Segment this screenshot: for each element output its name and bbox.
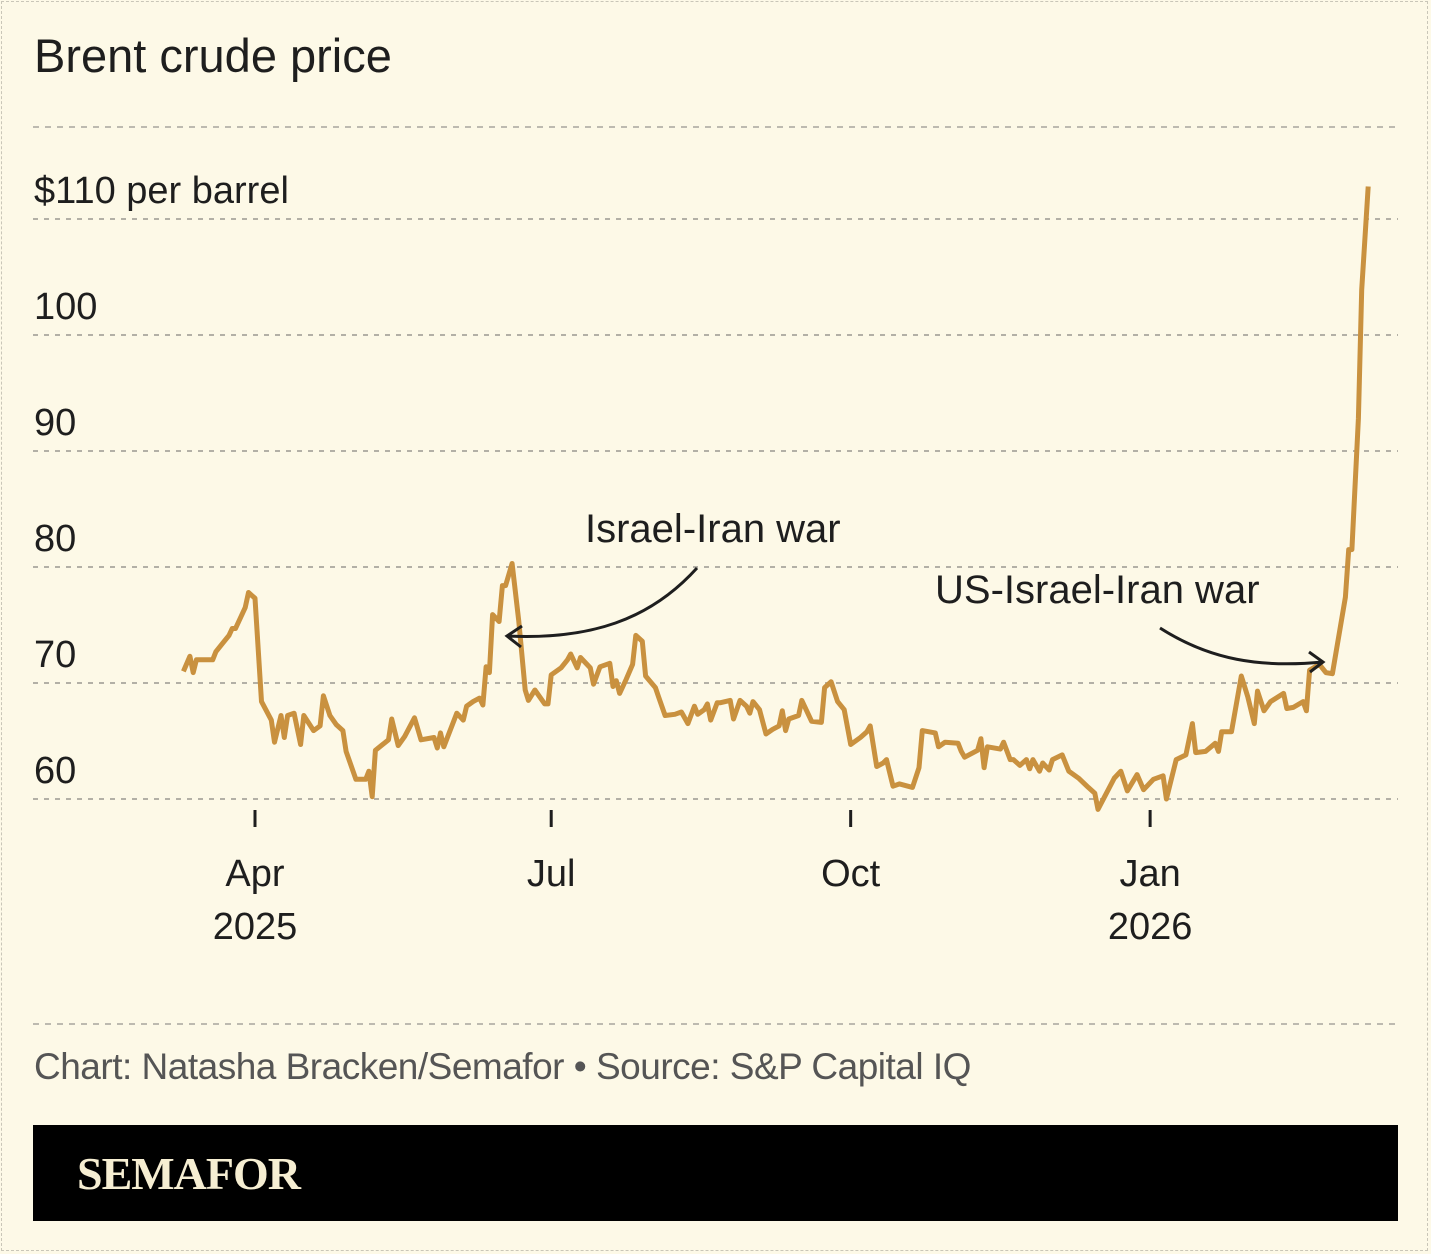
x-tick-label: Oct: [821, 853, 881, 895]
annotation-israel-iran-war: Israel-Iran war: [585, 507, 841, 551]
y-tick-label: 60: [34, 750, 76, 792]
annotation-arrow-israel-iran: [504, 566, 699, 649]
x-tick-label: Apr: [225, 853, 284, 895]
annotation-us-israel-iran-war: US-Israel-Iran war: [935, 568, 1260, 612]
x-tick-label: 2026: [1108, 906, 1193, 948]
x-tick-label: Jul: [527, 853, 576, 895]
annotation-arrow-us-israel-iran: [1159, 626, 1326, 674]
y-tick-label: 70: [34, 634, 76, 676]
y-tick-label: 90: [34, 402, 76, 444]
brand-banner: SEMAFOR: [33, 1125, 1398, 1221]
semafor-logo: SEMAFOR: [77, 1148, 301, 1199]
y-tick-label: 100: [34, 286, 97, 328]
x-tick-label: Jan: [1119, 853, 1180, 895]
y-tick-label: 80: [34, 518, 76, 560]
x-tick-label: 2025: [213, 906, 298, 948]
chart-title: Brent crude price: [34, 29, 392, 82]
price-line: [181, 186, 1371, 812]
chart-credit: Chart: Natasha Bracken/Semafor • Source:…: [34, 1046, 971, 1087]
y-tick-label: $110 per barrel: [34, 170, 289, 212]
